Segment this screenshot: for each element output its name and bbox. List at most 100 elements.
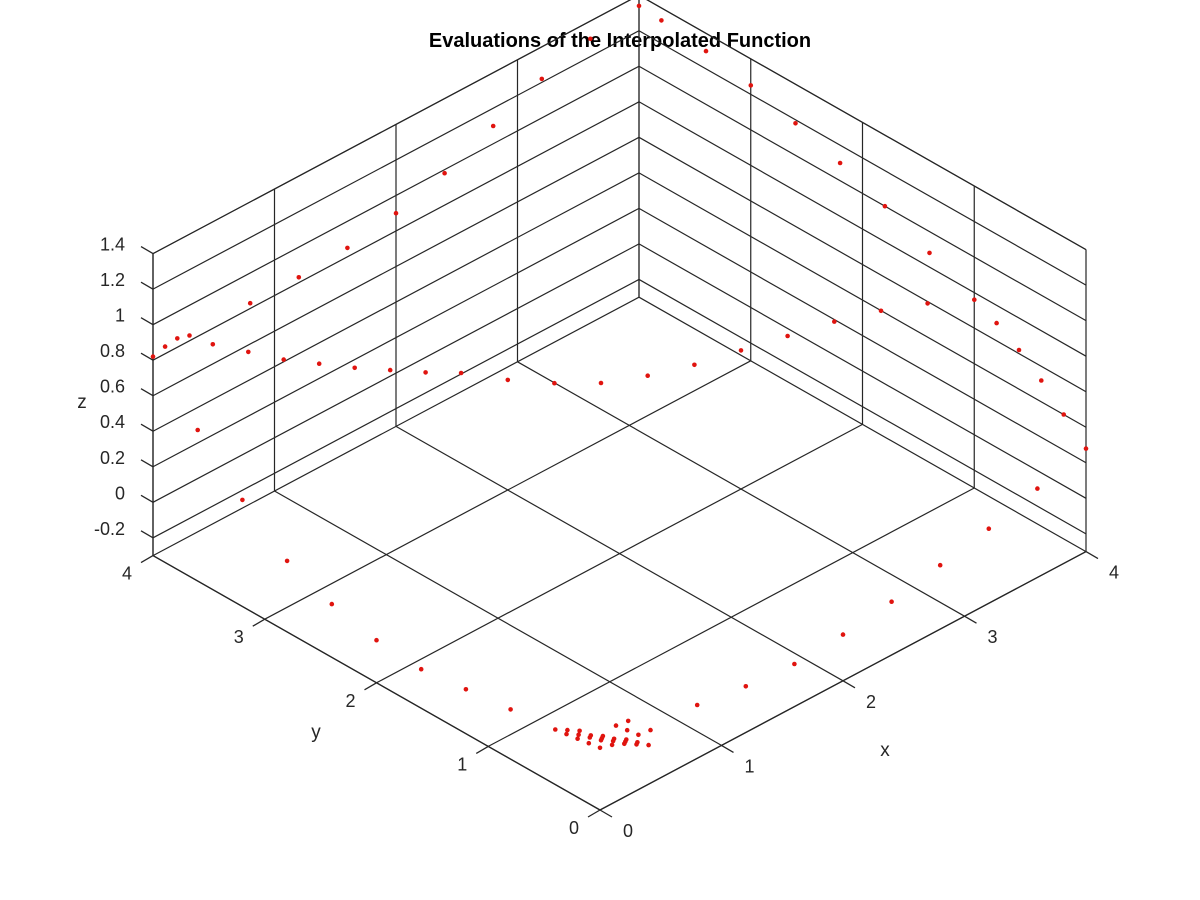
data-point (692, 362, 697, 368)
y-tick-label: 4 (122, 564, 132, 584)
data-point (393, 210, 399, 216)
data-point (832, 319, 837, 324)
data-point (296, 275, 302, 280)
data-point (792, 661, 797, 667)
data-point (575, 736, 580, 741)
data-point (1039, 378, 1044, 383)
data-point (636, 3, 642, 9)
data-point (972, 297, 977, 303)
data-point (552, 380, 557, 386)
x-tick-mark (964, 615, 977, 624)
z-tick-label: -0.2 (94, 519, 125, 539)
y-tick-label: 1 (457, 754, 467, 774)
data-point (1035, 486, 1040, 491)
wall-grid-horizontal (638, 172, 1087, 428)
wall-grid-horizontal (152, 101, 640, 361)
y-tick-mark (364, 682, 377, 691)
data-point (508, 707, 513, 712)
data-point (937, 562, 943, 568)
z-tick-mark (140, 352, 154, 361)
z-tick-mark (140, 281, 154, 290)
data-point (329, 601, 335, 607)
data-point (577, 728, 582, 734)
z-tick-mark (140, 423, 154, 432)
data-point (210, 342, 216, 347)
data-point (609, 742, 615, 748)
x-tick-label: 1 (744, 756, 754, 776)
data-point (925, 301, 930, 306)
z-tick-label: 0.4 (100, 412, 125, 432)
x-tick-label: 3 (987, 627, 997, 647)
data-point (240, 497, 245, 503)
data-point (1083, 446, 1089, 451)
y-tick-mark (587, 809, 601, 818)
data-point (423, 370, 428, 375)
data-point (586, 740, 592, 746)
z-axis-label: z (77, 392, 87, 413)
y-tick-mark (252, 618, 266, 627)
data-point (994, 320, 999, 326)
data-point (1016, 347, 1022, 353)
wall-grid-horizontal (152, 30, 640, 290)
x-tick-mark (599, 809, 613, 818)
y-tick-label: 0 (569, 818, 579, 838)
wall-grid-horizontal (646, 0, 1087, 251)
data-points (150, 3, 1089, 751)
wall-grid-horizontal (152, 65, 640, 326)
data-point (597, 745, 603, 751)
data-point (703, 48, 709, 54)
x-tick-label: 2 (866, 692, 876, 712)
data-point (588, 36, 593, 42)
wall-grid-horizontal (638, 207, 1087, 464)
data-point (588, 733, 594, 738)
wall-grid-horizontal (152, 243, 640, 503)
data-point (646, 742, 651, 748)
data-point (463, 687, 469, 692)
z-tick-label: 0.8 (100, 341, 125, 361)
x-tick-label: 0 (623, 821, 633, 841)
data-point (316, 361, 322, 367)
data-point (882, 203, 888, 209)
data-point (986, 526, 992, 531)
data-point (195, 427, 200, 433)
data-point (553, 727, 558, 732)
data-point (611, 736, 617, 742)
wall-grid-horizontal (638, 30, 1087, 286)
data-point (576, 732, 581, 737)
data-point (418, 666, 424, 672)
tick-labels: 0 1 2 3 4 0 1 2 3 4 -0.2 0 0.2 0.4 0.6 0.8 1 1.2 1.4 (94, 235, 1119, 841)
data-point (187, 333, 192, 338)
data-point (645, 373, 650, 379)
y-tick-label: 3 (234, 627, 244, 647)
grid-lines (152, 0, 1087, 811)
data-point (743, 684, 749, 689)
data-point (648, 727, 653, 733)
data-point (600, 733, 606, 739)
data-point (624, 737, 629, 742)
data-point (625, 718, 631, 724)
wall-grid-horizontal (638, 65, 1087, 322)
data-point (659, 18, 664, 23)
data-point (352, 365, 358, 371)
wall-grid-horizontal (152, 278, 640, 539)
data-point (564, 731, 569, 737)
data-point (246, 349, 251, 355)
axis-lines (140, 246, 1099, 818)
y-tick-mark (475, 745, 489, 754)
z-tick-label: 1.2 (100, 270, 125, 290)
data-point (565, 727, 570, 733)
data-point (150, 354, 156, 359)
data-point (175, 336, 180, 341)
data-point (505, 377, 511, 383)
data-point (598, 380, 604, 386)
data-point (442, 170, 447, 176)
data-point (387, 367, 393, 373)
z-tick-label: 1 (115, 306, 125, 326)
z-tick-mark (140, 459, 154, 468)
data-point (748, 83, 754, 88)
data-point (624, 727, 630, 733)
data-point (247, 300, 253, 306)
data-point (793, 121, 798, 126)
data-point (613, 723, 619, 728)
